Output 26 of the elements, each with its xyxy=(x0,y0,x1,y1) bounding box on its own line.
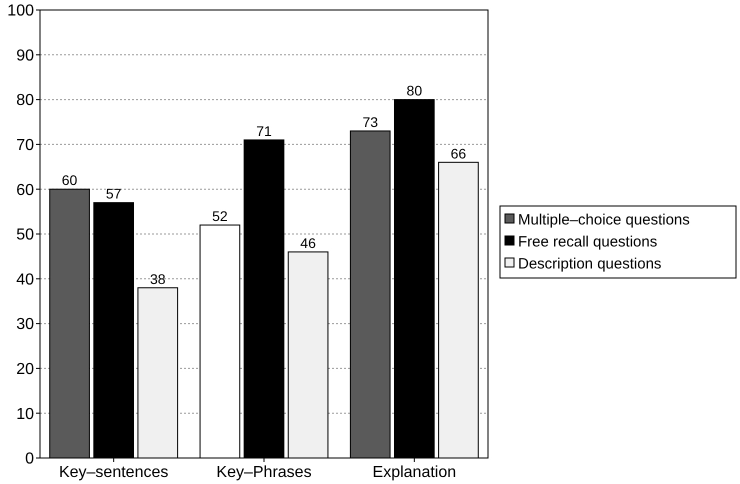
data-label: 57 xyxy=(106,186,122,202)
data-label: 71 xyxy=(256,122,272,139)
y-tick-label: 30 xyxy=(16,316,34,334)
legend-label: Description questions xyxy=(518,255,662,272)
y-tick-label: 50 xyxy=(16,226,34,244)
data-label: 66 xyxy=(450,145,466,162)
x-tick-label: Explanation xyxy=(372,464,456,481)
data-label: 80 xyxy=(406,82,422,99)
y-tick-label: 80 xyxy=(16,92,34,110)
x-tick-label: Key–sentences xyxy=(58,464,168,481)
y-tick-label: 100 xyxy=(7,2,34,20)
legend-label: Free recall questions xyxy=(518,233,658,250)
y-tick-label: 40 xyxy=(16,271,34,288)
data-label: 73 xyxy=(362,114,378,130)
y-tick-label: 90 xyxy=(16,47,34,64)
y-tick-label: 0 xyxy=(25,450,34,468)
data-label: 46 xyxy=(300,234,316,251)
y-tick-label: 20 xyxy=(16,361,34,378)
data-label: 60 xyxy=(62,172,78,188)
data-label: 52 xyxy=(212,208,228,224)
legend-label: Multiple–choice questions xyxy=(518,211,690,228)
y-tick-label: 10 xyxy=(16,406,34,423)
y-tick-label: 60 xyxy=(16,182,34,199)
data-label: 38 xyxy=(150,270,166,287)
y-tick-label: 70 xyxy=(16,137,34,154)
x-tick-label: Key–Phrases xyxy=(216,464,312,481)
